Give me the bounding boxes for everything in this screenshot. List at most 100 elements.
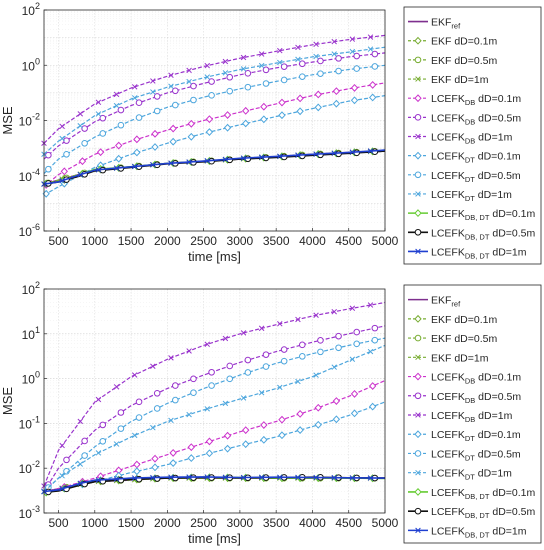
marker-diamond [414,314,422,323]
marker-x [313,372,319,378]
legend-label-main: LCEFK [431,525,465,537]
marker-x [168,355,174,361]
marker-circle [414,334,422,342]
marker-diamond [205,449,214,458]
legend-label-suffix: dD=0.5m [475,112,521,124]
y-tick-label: 10-2 [19,112,40,129]
marker-diamond [260,115,268,124]
marker-x [77,111,84,117]
marker-circle [280,63,288,70]
y-tick-label: 101 [22,325,40,342]
x-tick-label: 2500 [190,234,217,248]
legend-label-sub: DB [465,377,475,386]
marker-circle [172,396,179,404]
marker-circle [298,341,306,349]
marker-diamond [414,94,422,103]
marker-x [277,59,283,66]
y-tick-label: 10-2 [19,459,40,476]
x-tick-label: 2000 [154,234,181,248]
y-tick-exp: -3 [32,504,40,514]
marker-x [59,123,65,130]
legend-label-suffix: dD=0.5m [489,506,535,518]
marker-diamond [133,135,141,144]
legend-label: LCEFKDB dD=0.5m [431,391,521,405]
legend-label-sub: DB [465,98,475,107]
legend-item: LCEFKDB dD=1m [408,410,513,424]
marker-x [277,384,283,391]
legend-label-sub: DB, DT [465,492,490,501]
marker-circle [371,63,379,70]
marker-diamond [332,415,341,424]
marker-diamond [187,443,195,452]
marker-x [150,424,156,431]
marker-x [95,167,102,173]
legend-label-main: LCEFK [431,93,465,105]
legend-label: EKFref [431,17,461,31]
marker-diamond [223,111,232,119]
series-group [41,301,386,497]
marker-x [204,406,210,412]
marker-circle [172,474,179,482]
legend-item: EKF dD=1m [408,74,489,86]
marker-diamond [314,420,322,429]
marker-circle [298,152,306,160]
legend-label: LCEFKDB, DT dD=0.5m [431,227,536,241]
marker-circle [190,375,197,383]
marker-circle [353,328,361,336]
x-tick-label: 1500 [118,234,145,248]
legend-label-sub: DT [465,156,475,165]
marker-circle [153,390,161,397]
marker-circle [317,57,324,65]
marker-x [295,56,301,63]
x-tick-label: 4500 [335,516,362,530]
marker-diamond [187,132,195,141]
marker-circle [226,362,234,370]
marker-circle [208,382,215,389]
legend-item: EKF dD=0.1m [408,36,497,48]
marker-diamond [223,431,232,440]
y-tick-exp: 2 [35,280,40,290]
marker-x [258,474,265,481]
legend-item: LCEFKDB dD=1m [408,132,513,146]
marker-x [59,135,65,142]
marker-x [113,165,120,171]
marker-x [295,44,301,51]
y-tick-base: 10 [22,328,36,342]
y-tick-base: 10 [19,115,33,129]
legend-label-sub: DT [465,473,475,482]
marker-x [113,476,120,482]
marker-diamond [260,435,268,444]
marker-circle [244,369,252,376]
marker-x [131,475,138,481]
marker-circle [414,56,422,64]
marker-circle [153,405,161,412]
legend-label: LCEFKDT dD=0.1m [431,429,521,443]
legend-label-suffix: dD=0.1m [475,151,521,163]
marker-diamond [278,98,286,107]
y-tick-exp: -4 [32,167,40,177]
legend-label-sub: DB, DT [465,213,490,222]
marker-x [331,474,337,481]
marker-x [222,70,229,76]
marker-x [95,477,102,483]
marker-diamond [332,99,341,108]
marker-x [150,363,156,370]
marker-x [295,316,301,323]
legend-item: LCEFKDB, DT dD=1m [408,246,527,260]
chart-1: 500 1000 1500 2000 2500 3000 3500 4000 4500 5000 1… [0,1,542,265]
y-tick-base: 10 [19,225,33,239]
marker-circle [190,82,197,90]
marker-circle [226,87,234,95]
marker-x [168,72,174,79]
marker-diamond [296,107,304,116]
marker-x [331,38,337,45]
legend-item: LCEFKDB dD=0.1m [408,372,521,386]
marker-circle [208,368,215,376]
legend-label-main: EKF dD=0.5m [431,55,497,67]
legend-label: LCEFKDT dD=1m [431,468,512,482]
legend-item: EKFref [408,295,461,309]
x-tick-label: 2500 [190,516,217,530]
marker-circle [371,324,379,332]
legend-label-suffix: dD=1m [475,189,512,201]
